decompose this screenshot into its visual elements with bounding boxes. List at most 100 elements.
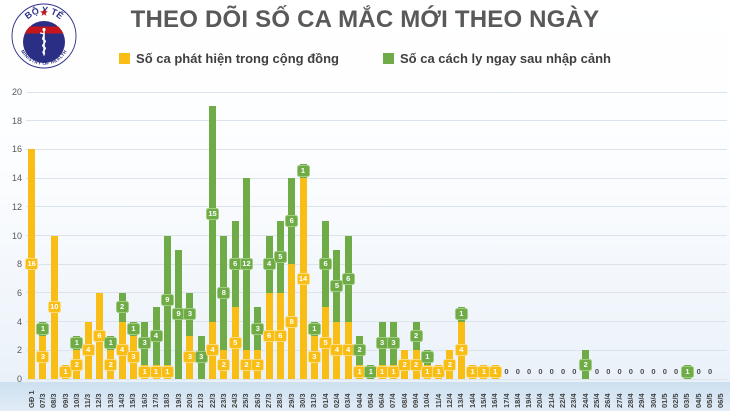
bar-value-label: 4 <box>262 258 276 271</box>
bar-value-label: 1 <box>126 322 140 335</box>
x-axis-label: 19/3 <box>173 393 183 408</box>
bar-value-label: 10 <box>47 301 61 314</box>
x-axis-label: 16/3 <box>139 393 149 408</box>
bar-value-label: 15 <box>206 207 220 220</box>
x-axis-label: 28/3 <box>275 393 285 408</box>
bar-value-label: 3 <box>307 351 321 364</box>
y-gridline <box>26 91 727 93</box>
x-axis-label: 15/4 <box>478 393 488 408</box>
bar-value-label: 3 <box>183 308 197 321</box>
y-gridline <box>26 177 727 179</box>
x-axis-label: 27/3 <box>264 393 274 408</box>
bar-value-label: 1 <box>420 365 434 378</box>
bar-value-label: 9 <box>160 294 174 307</box>
x-axis-label: 17/3 <box>151 393 161 408</box>
bar-value-label: 2 <box>251 358 265 371</box>
zero-value-label: 0 <box>662 367 667 376</box>
zero-value-label: 0 <box>696 367 701 376</box>
zero-value-label: 0 <box>640 367 645 376</box>
bar-value-label: 14 <box>296 272 310 285</box>
bar-value-label: 4 <box>81 344 95 357</box>
bar-value-label: 1 <box>420 351 434 364</box>
zero-value-label: 0 <box>617 367 622 376</box>
red-star-icon <box>40 8 48 16</box>
legend-swatch-quarantine <box>382 53 394 64</box>
zero-value-label: 0 <box>515 367 520 376</box>
bar-value-label: 3 <box>386 337 400 350</box>
bar-value-label: 5 <box>228 337 242 350</box>
y-gridline <box>26 263 727 265</box>
bar-value-label: 8 <box>285 315 299 328</box>
y-axis-label: 16 <box>11 144 22 155</box>
bar-value-label: 1 <box>138 365 152 378</box>
legend-item-community: Số ca phát hiện trong cộng đồng <box>119 51 339 66</box>
bar-value-label: 4 <box>115 344 129 357</box>
y-gridline <box>26 378 727 380</box>
x-axis-label: 04/4 <box>354 393 364 408</box>
x-axis-label: 04/5 <box>693 393 703 408</box>
x-axis-label: 09/4 <box>411 393 421 408</box>
legend-label-quarantine: Số ca cách ly ngay sau nhập cảnh <box>399 51 611 66</box>
x-axis-label: 19/4 <box>524 393 534 408</box>
x-axis-label: 21/4 <box>546 393 556 408</box>
x-axis-label: 05/4 <box>365 393 375 408</box>
zero-value-label: 0 <box>628 367 633 376</box>
bar-value-label: 4 <box>454 344 468 357</box>
zero-value-label: 0 <box>527 367 532 376</box>
x-axis-label: 26/3 <box>252 393 262 408</box>
caduceus-icon <box>39 27 46 56</box>
x-axis-label: 07/3 <box>37 393 47 408</box>
y-gridline <box>26 321 727 323</box>
bar-value-label: 2 <box>409 329 423 342</box>
bar-value-label: 6 <box>285 215 299 228</box>
x-axis-label: 29/3 <box>286 393 296 408</box>
bar-value-label: 3 <box>36 351 50 364</box>
bar-value-label: 16 <box>25 258 39 271</box>
x-axis-label: 31/3 <box>309 393 319 408</box>
bar-value-label: 2 <box>104 358 118 371</box>
x-axis-label: 16/4 <box>490 393 500 408</box>
zero-value-label: 0 <box>594 367 600 376</box>
legend-item-quarantine: Số ca cách ly ngay sau nhập cảnh <box>382 51 611 66</box>
zero-value-label: 0 <box>674 367 679 376</box>
bar-value-label: 2 <box>115 301 129 314</box>
legend-swatch-community <box>119 53 131 64</box>
zero-value-label: 0 <box>572 367 577 376</box>
bar-value-label: 6 <box>341 272 355 285</box>
x-axis-label: 20/3 <box>184 393 194 408</box>
x-axis-label: 18/3 <box>162 393 172 408</box>
bar-value-label: 1 <box>432 365 446 378</box>
x-axis-label: 05/5 <box>705 393 715 408</box>
moh-logo: BỘ Y TẾ MINISTRY OF HEALTH <box>11 3 77 69</box>
bar-value-label: 12 <box>239 258 253 271</box>
x-axis-label: 25/3 <box>241 393 251 408</box>
bar-value-label: 1 <box>160 365 174 378</box>
x-axis-label: 20/4 <box>535 393 545 408</box>
x-axis-label: 29/4 <box>637 393 647 408</box>
bar-value-label: 1 <box>680 365 694 378</box>
bar-value-label: 5 <box>330 279 344 292</box>
x-axis-label: 09/3 <box>60 393 70 408</box>
bar-value-label: 2 <box>353 344 367 357</box>
zero-value-label: 0 <box>549 367 554 376</box>
zero-value-label: 0 <box>707 367 713 376</box>
x-axis-label: GĐ 1 <box>26 390 36 408</box>
x-axis-label: 14/4 <box>467 393 477 408</box>
y-gridline <box>26 148 727 150</box>
y-axis-label: 10 <box>11 230 22 241</box>
x-axis-label: 25/4 <box>591 393 601 408</box>
y-axis-label: 20 <box>11 87 22 97</box>
x-axis-label: 13/3 <box>105 393 115 408</box>
legend: Số ca phát hiện trong cộng đồng Số ca cá… <box>0 51 730 66</box>
x-axis-label: 10/4 <box>422 393 432 408</box>
bar-value-label: 3 <box>138 337 152 350</box>
x-axis-label: 06/4 <box>377 393 387 408</box>
x-axis-label: 23/4 <box>569 393 579 408</box>
bar-value-label: 1 <box>70 337 84 350</box>
bar-value-label: 1 <box>296 164 310 177</box>
x-axis-label: 28/4 <box>625 393 635 408</box>
bar-value-label: 1 <box>488 365 502 378</box>
y-axis-label: 0 <box>16 374 22 384</box>
